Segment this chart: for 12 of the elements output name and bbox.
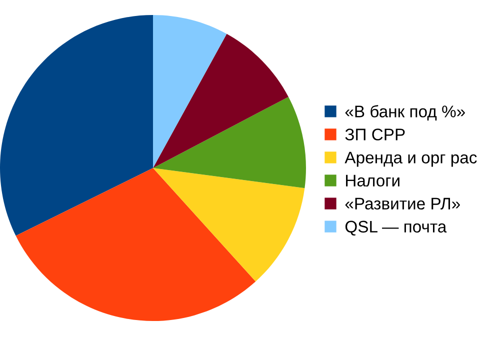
legend-label: QSL — почта [345, 220, 447, 236]
legend-label: Налоги [346, 174, 400, 186]
pie-slice [153, 34, 288, 168]
legend-label: Аренда и орг рас [344, 152, 477, 167]
legend-label: ЗП СРР [345, 128, 405, 140]
pie-slice [153, 15, 227, 168]
legend-label: «Развитие РЛ» [345, 198, 460, 210]
pie-slice [153, 96, 306, 188]
pie-slice [0, 15, 153, 236]
pie-slice [16, 168, 256, 321]
pie-slice [153, 168, 305, 282]
legend-label: «В банк под %» [345, 105, 465, 121]
